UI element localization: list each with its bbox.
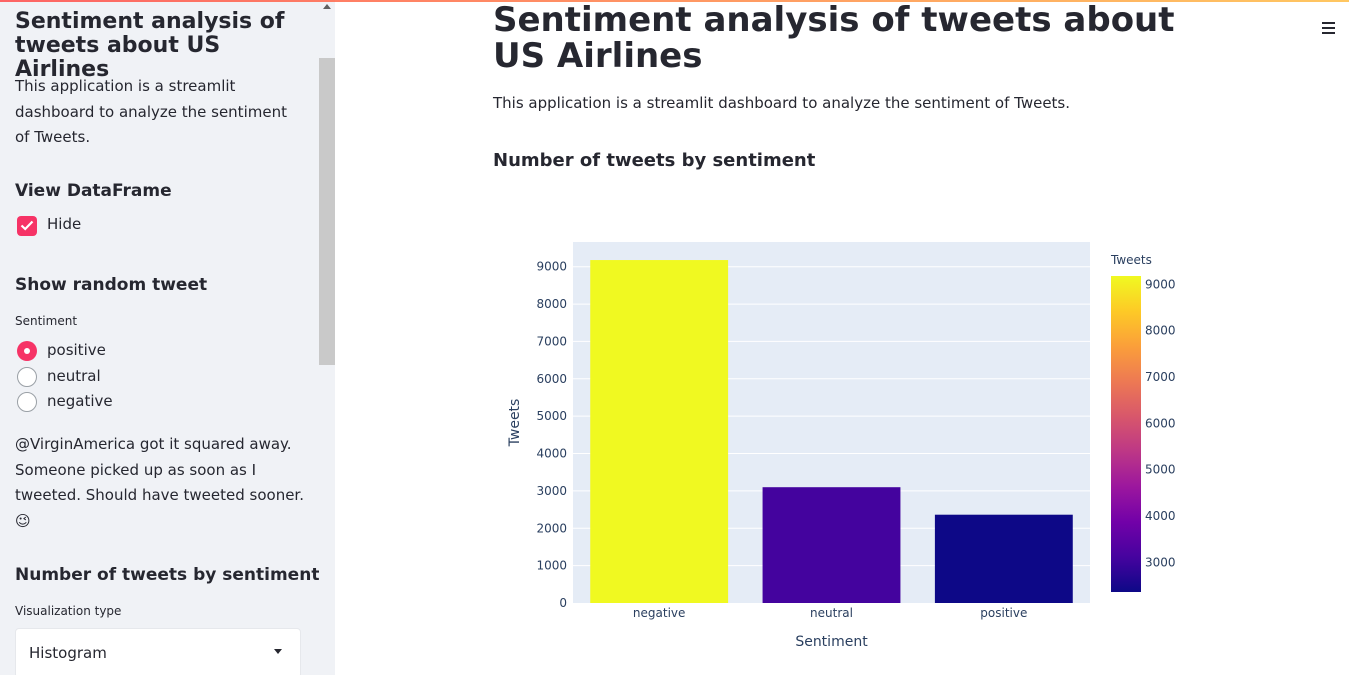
y-tick-label: 6000 [536, 372, 567, 386]
y-tick-label: 1000 [536, 559, 567, 573]
top-decoration-bar [0, 0, 1349, 2]
sentiment-bar-chart: 0 1000 2000 3000 4000 5000 6000 7000 8000 9000 neg… [507, 242, 1176, 650]
radio-negative-label[interactable]: negative [47, 392, 113, 410]
visualization-type-select[interactable]: Histogram [15, 628, 301, 675]
tweets-by-sentiment-heading: Number of tweets by sentiment [15, 565, 320, 585]
radio-negative[interactable] [17, 392, 37, 412]
y-tick-label: 0 [559, 596, 567, 610]
bar-negative [590, 260, 729, 603]
hide-checkbox-label[interactable]: Hide [47, 215, 82, 233]
y-tick-label: 8000 [536, 297, 567, 311]
y-tick-label: 4000 [536, 447, 567, 461]
view-dataframe-heading: View DataFrame [15, 181, 172, 201]
x-tick-label: negative [633, 606, 685, 620]
hamburger-menu-icon[interactable] [1321, 20, 1337, 34]
x-tick-label: neutral [810, 606, 853, 620]
colorbar-tick-label: 8000 [1145, 324, 1176, 338]
y-tick-label: 5000 [536, 409, 567, 423]
chevron-down-icon [274, 649, 282, 654]
visualization-type-label: Visualization type [15, 604, 122, 618]
random-tweet-text: @VirginAmerica got it squared away. Some… [15, 435, 304, 530]
page-title: Sentiment analysis of tweets about US Ai… [493, 0, 1175, 76]
sidebar-title: Sentiment analysis of tweets about US Ai… [15, 9, 285, 82]
visualization-type-value: Histogram [29, 644, 107, 662]
colorbar-tick-label: 9000 [1145, 277, 1176, 291]
colorbar-title: Tweets [1110, 253, 1152, 267]
radio-neutral-label[interactable]: neutral [47, 367, 101, 385]
sentiment-radio-label: Sentiment [15, 314, 78, 328]
sidebar-scrollbar[interactable] [319, 0, 335, 675]
colorbar-tick-label: 7000 [1145, 370, 1176, 384]
radio-neutral[interactable] [17, 367, 37, 387]
checkmark-icon [20, 220, 34, 231]
colorbar-tick-label: 3000 [1145, 555, 1176, 569]
bar-positive [934, 514, 1073, 603]
radio-positive-label[interactable]: positive [47, 341, 106, 359]
y-tick-label: 3000 [536, 484, 567, 498]
hide-checkbox[interactable] [17, 216, 37, 236]
colorbar-tick-label: 6000 [1145, 416, 1176, 430]
y-tick-label: 9000 [536, 260, 567, 274]
colorbar-tick-label: 5000 [1145, 463, 1176, 477]
page-description: This application is a streamlit dashboar… [493, 94, 1071, 112]
section-heading: Number of tweets by sentiment [493, 150, 816, 171]
colorbar [1111, 276, 1141, 592]
colorbar-tick-label: 4000 [1145, 509, 1176, 523]
x-axis-title: Sentiment [795, 634, 868, 650]
y-tick-label: 2000 [536, 521, 567, 535]
scroll-up-arrow-icon[interactable] [323, 4, 331, 9]
sidebar: Sentiment analysis of tweets about US Ai… [0, 0, 335, 675]
random-tweet-heading: Show random tweet [15, 275, 208, 295]
scrollbar-thumb[interactable] [319, 58, 335, 365]
bar-neutral [762, 487, 901, 603]
y-tick-label: 7000 [536, 334, 567, 348]
radio-positive[interactable] [17, 341, 37, 361]
sidebar-description: This application is a streamlit dashboar… [15, 77, 287, 146]
y-axis-title: Tweets [507, 399, 523, 448]
x-tick-label: positive [980, 606, 1027, 620]
